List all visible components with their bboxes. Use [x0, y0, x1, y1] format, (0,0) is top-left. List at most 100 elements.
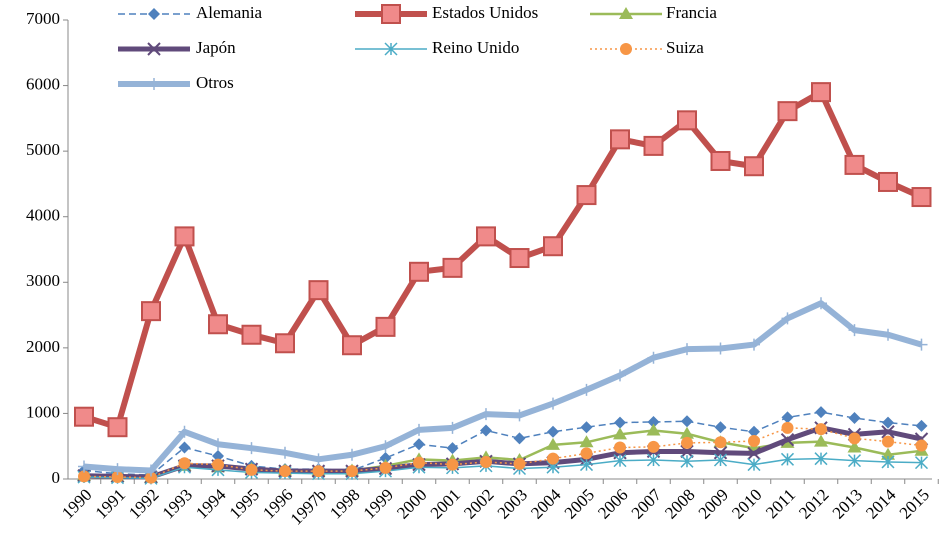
data-point — [413, 456, 425, 469]
data-point — [111, 471, 124, 484]
data-point — [178, 441, 191, 454]
data-point — [881, 425, 895, 439]
x-tick-label: 2009 — [695, 485, 732, 522]
data-point — [881, 447, 895, 460]
data-point — [681, 415, 693, 428]
data-point — [882, 416, 894, 429]
x-tick-label: 1997b — [287, 485, 330, 528]
series-line — [83, 89, 923, 431]
data-point — [815, 423, 827, 436]
data-point — [646, 423, 661, 436]
data-point — [446, 421, 459, 434]
series — [78, 421, 928, 484]
legend-marker — [620, 43, 632, 55]
series — [74, 82, 932, 438]
data-point — [643, 135, 664, 156]
data-point — [680, 454, 694, 468]
data-point — [748, 338, 760, 351]
data-point — [647, 440, 660, 453]
data-point — [881, 455, 895, 469]
data-point — [279, 446, 291, 459]
data-point — [509, 248, 530, 269]
data-point — [375, 316, 396, 337]
x-tick-label: 2015 — [896, 485, 933, 522]
data-point — [579, 435, 594, 448]
data-point — [777, 101, 798, 122]
x-tick-label: 1993 — [159, 485, 196, 522]
data-point — [714, 421, 727, 434]
x-tick-label: 1994 — [192, 485, 230, 523]
data-point — [312, 465, 325, 478]
data-point — [613, 454, 627, 468]
x-tick-label: 2001 — [427, 485, 464, 522]
data-point — [811, 82, 831, 103]
legend-label: Estados Unidos — [432, 3, 538, 22]
data-point — [476, 226, 496, 247]
data-point — [882, 328, 894, 341]
data-point — [814, 434, 828, 447]
data-point — [312, 453, 325, 466]
y-tick-label: 3000 — [26, 271, 60, 290]
data-point — [547, 452, 559, 465]
data-point — [513, 457, 526, 470]
legend-label: Suiza — [666, 38, 704, 57]
legend-marker — [148, 78, 160, 90]
data-point — [145, 464, 157, 477]
data-point — [848, 432, 861, 445]
data-point — [245, 463, 258, 476]
data-point — [911, 187, 932, 208]
data-point — [848, 324, 861, 337]
x-tick-label: 2013 — [829, 485, 866, 522]
data-point — [241, 324, 262, 345]
data-point — [513, 432, 526, 445]
legend-label: Francia — [666, 3, 717, 22]
data-point — [882, 435, 894, 448]
data-point — [815, 406, 827, 419]
data-point — [446, 442, 459, 455]
data-point — [646, 453, 661, 467]
data-point — [178, 457, 191, 470]
data-point — [780, 432, 795, 447]
series — [78, 297, 928, 477]
data-point — [279, 465, 291, 478]
data-point — [212, 438, 224, 451]
data-point — [442, 257, 463, 278]
data-point — [781, 312, 794, 325]
data-point — [580, 383, 593, 396]
data-point — [141, 301, 161, 322]
data-point — [275, 333, 295, 354]
data-point — [614, 416, 626, 429]
data-point — [576, 185, 597, 206]
data-point — [710, 150, 731, 171]
data-point — [610, 129, 630, 150]
data-point — [546, 437, 560, 450]
data-point — [844, 154, 865, 175]
data-point — [409, 261, 429, 282]
x-tick-label: 2011 — [762, 485, 799, 522]
data-point — [780, 452, 795, 466]
data-point — [614, 441, 626, 454]
y-tick-label: 2000 — [26, 337, 60, 356]
data-point — [346, 448, 358, 461]
legend-marker — [381, 4, 401, 24]
data-point — [847, 440, 862, 453]
legend-marker — [384, 42, 398, 56]
data-point — [714, 342, 727, 355]
data-point — [208, 314, 228, 335]
data-point — [847, 454, 862, 468]
x-tick-label: 2010 — [728, 485, 765, 522]
x-tick-label: 2008 — [661, 485, 698, 522]
data-point — [580, 421, 593, 434]
legend-label: Alemania — [196, 3, 263, 22]
data-point — [815, 297, 827, 310]
legend-marker — [147, 42, 161, 56]
data-point — [848, 412, 861, 425]
x-tick-label: 1995 — [226, 485, 263, 522]
data-point — [747, 446, 761, 461]
data-point — [680, 426, 694, 439]
y-tick-label: 4000 — [26, 206, 60, 225]
x-tick-label: 2004 — [527, 485, 565, 523]
data-point — [781, 421, 794, 434]
y-tick-label: 5000 — [26, 140, 60, 159]
